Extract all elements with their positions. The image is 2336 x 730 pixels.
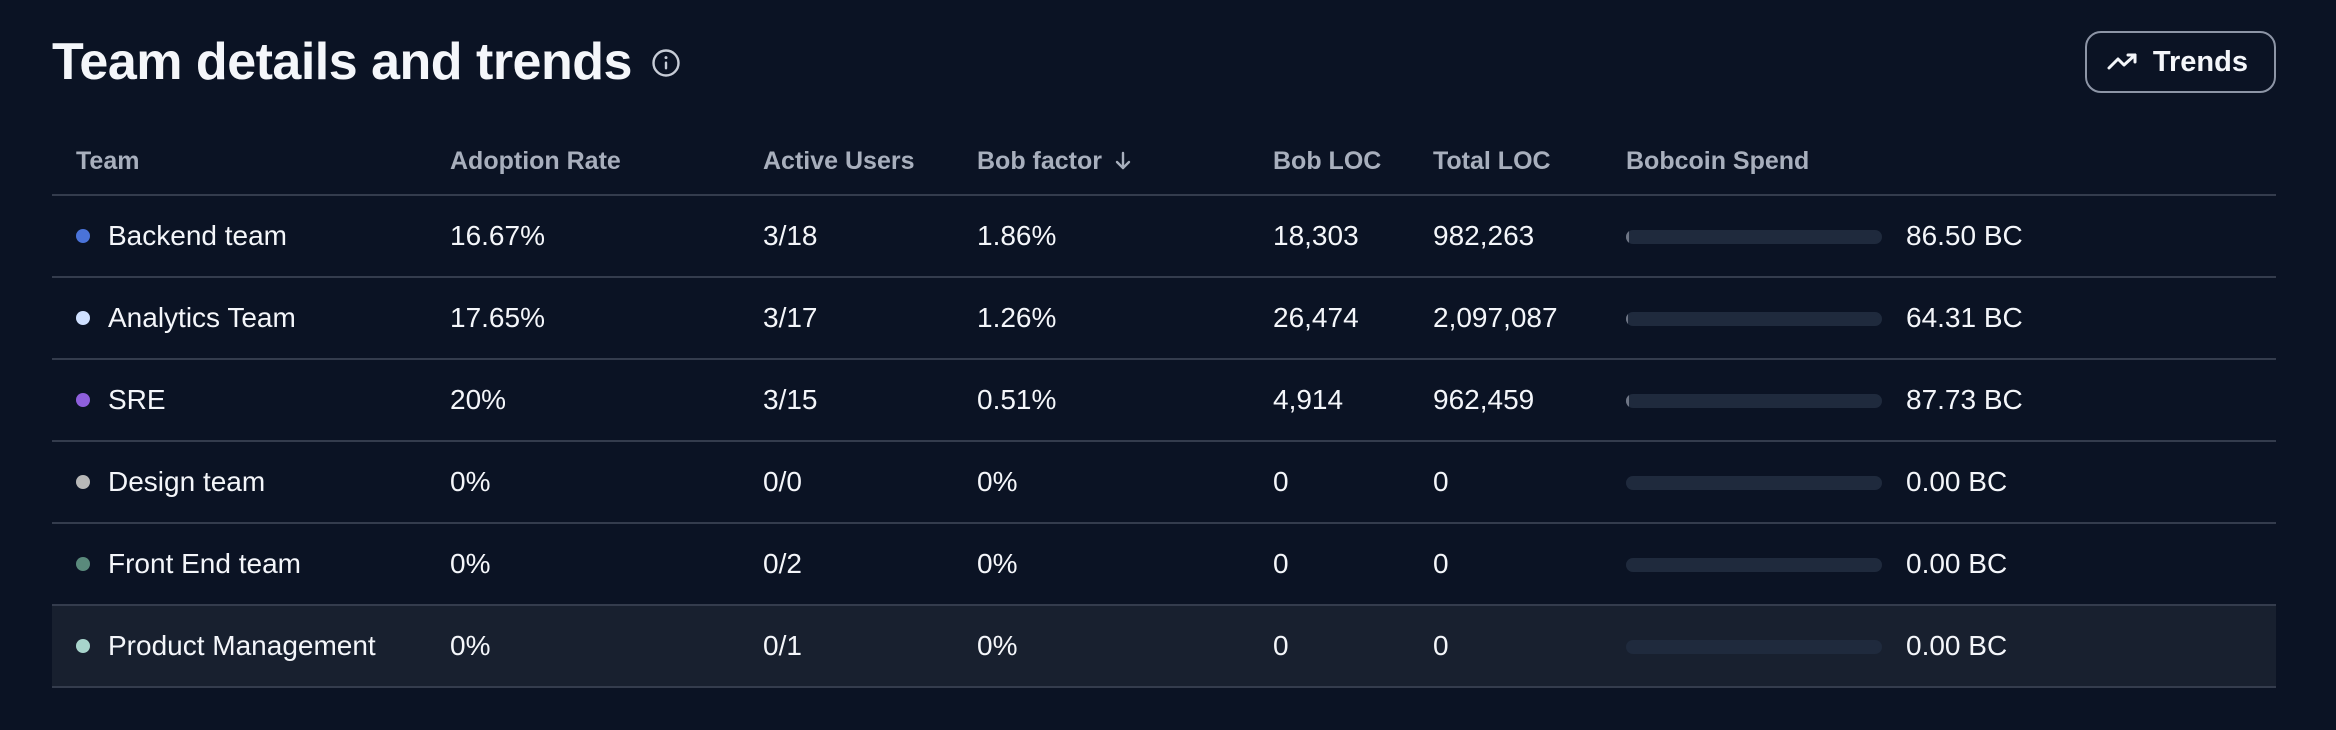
- total-loc-cell: 2,097,087: [1433, 302, 1558, 333]
- arrow-down-icon[interactable]: [1114, 151, 1132, 171]
- adoption-rate-cell: 0%: [450, 630, 491, 661]
- active-users-cell: 0/2: [763, 548, 802, 579]
- bob-factor-cell: 0%: [977, 548, 1018, 579]
- team-name: Design team: [108, 466, 266, 497]
- team-color-dot: [76, 311, 90, 325]
- active-users-cell: 3/18: [763, 220, 818, 251]
- adoption-rate-cell: 20%: [450, 384, 507, 415]
- total-loc-cell: 0: [1433, 630, 1449, 661]
- bob-factor-cell: 0%: [977, 630, 1018, 661]
- info-circle-icon[interactable]: [650, 47, 682, 79]
- team-color-dot: [76, 475, 90, 489]
- team-name: SRE: [108, 384, 166, 415]
- trends-button-label: Trends: [2152, 45, 2248, 78]
- bob-factor-cell: 0.51%: [977, 384, 1057, 415]
- team-name: Product Management: [108, 630, 376, 661]
- column-header-adoption-rate[interactable]: Adoption Rate: [450, 146, 621, 175]
- bob-factor-cell: 0%: [977, 466, 1018, 497]
- adoption-rate-cell: 0%: [450, 548, 491, 579]
- total-loc-cell: 0: [1433, 466, 1449, 497]
- spend-bar-fill: [1626, 394, 1630, 408]
- column-header-total-loc[interactable]: Total LOC: [1433, 146, 1551, 175]
- spend-bar-fill: [1626, 312, 1629, 326]
- column-header-bob-factor[interactable]: Bob factor: [977, 128, 1132, 194]
- panel-header: Team details and trends Trends: [52, 26, 2276, 98]
- table-row[interactable]: Analytics Team 17.65% 3/17 1.26% 26,474 2,097…: [52, 278, 2276, 360]
- bob-factor-cell: 1.86%: [977, 220, 1057, 251]
- team-name: Front End team: [108, 548, 301, 579]
- team-cell: Design team: [76, 442, 265, 522]
- team-name: Backend team: [108, 220, 287, 251]
- column-header-bobcoin-spend[interactable]: Bobcoin Spend: [1626, 146, 1810, 175]
- active-users-cell: 0/1: [763, 630, 802, 661]
- spend-bar-track: [1626, 312, 1882, 326]
- table-row[interactable]: Product Management 0% 0/1 0% 0 0 0.00 BC: [52, 606, 2276, 688]
- total-loc-cell: 962,459: [1433, 384, 1535, 415]
- spend-bar-track: [1626, 558, 1882, 572]
- active-users-cell: 0/0: [763, 466, 802, 497]
- spend-bar-track: [1626, 476, 1882, 490]
- table-header: Team Adoption Rate Active Users Bob fact…: [52, 128, 2276, 196]
- spend-bar-fill: [1626, 230, 1630, 244]
- team-color-dot: [76, 557, 90, 571]
- bobcoin-spend-cell: 87.73 BC: [1906, 384, 2023, 415]
- spend-bar-track: [1626, 640, 1882, 654]
- table-row[interactable]: Front End team 0% 0/2 0% 0 0 0.00 BC: [52, 524, 2276, 606]
- bob-loc-cell: 0: [1273, 466, 1289, 497]
- trends-button[interactable]: Trends: [2084, 31, 2276, 93]
- column-header-bob-loc[interactable]: Bob LOC: [1273, 146, 1382, 175]
- bob-loc-cell: 18,303: [1273, 220, 1359, 251]
- spend-bar-track: [1626, 230, 1882, 244]
- bob-factor-label: Bob factor: [977, 146, 1102, 175]
- adoption-rate-cell: 0%: [450, 466, 491, 497]
- bob-loc-cell: 26,474: [1273, 302, 1359, 333]
- total-loc-cell: 0: [1433, 548, 1449, 579]
- team-cell: Analytics Team: [76, 278, 296, 358]
- team-cell: Product Management: [76, 606, 376, 686]
- page-title: Team details and trends: [52, 33, 632, 91]
- table-body: Backend team 16.67% 3/18 1.86% 18,303 982,263…: [52, 196, 2276, 688]
- title-group: Team details and trends: [52, 36, 682, 88]
- teams-table: Team Adoption Rate Active Users Bob fact…: [52, 128, 2276, 688]
- team-cell: Backend team: [76, 196, 287, 276]
- bobcoin-spend-cell: 0.00 BC: [1906, 630, 2008, 661]
- team-color-dot: [76, 393, 90, 407]
- table-row[interactable]: Backend team 16.67% 3/18 1.86% 18,303 982,263…: [52, 196, 2276, 278]
- bobcoin-spend-cell: 64.31 BC: [1906, 302, 2023, 333]
- adoption-rate-cell: 17.65%: [450, 302, 545, 333]
- team-cell: SRE: [76, 360, 166, 440]
- team-color-dot: [76, 639, 90, 653]
- active-users-cell: 3/15: [763, 384, 818, 415]
- column-header-team[interactable]: Team: [76, 146, 140, 175]
- column-header-active-users[interactable]: Active Users: [763, 146, 915, 175]
- bob-factor-cell: 1.26%: [977, 302, 1057, 333]
- team-name: Analytics Team: [108, 302, 296, 333]
- table-row[interactable]: Design team 0% 0/0 0% 0 0 0.00 BC: [52, 442, 2276, 524]
- active-users-cell: 3/17: [763, 302, 818, 333]
- bob-loc-cell: 0: [1273, 548, 1289, 579]
- total-loc-cell: 982,263: [1433, 220, 1535, 251]
- spend-bar-track: [1626, 394, 1882, 408]
- team-cell: Front End team: [76, 524, 301, 604]
- bobcoin-spend-cell: 0.00 BC: [1906, 466, 2008, 497]
- bobcoin-spend-cell: 86.50 BC: [1906, 220, 2023, 251]
- trending-up-icon: [2107, 50, 2139, 74]
- team-color-dot: [76, 229, 90, 243]
- adoption-rate-cell: 16.67%: [450, 220, 545, 251]
- bob-loc-cell: 0: [1273, 630, 1289, 661]
- table-row[interactable]: SRE 20% 3/15 0.51% 4,914 962,459 87.73 BC: [52, 360, 2276, 442]
- bobcoin-spend-cell: 0.00 BC: [1906, 548, 2008, 579]
- bob-loc-cell: 4,914: [1273, 384, 1344, 415]
